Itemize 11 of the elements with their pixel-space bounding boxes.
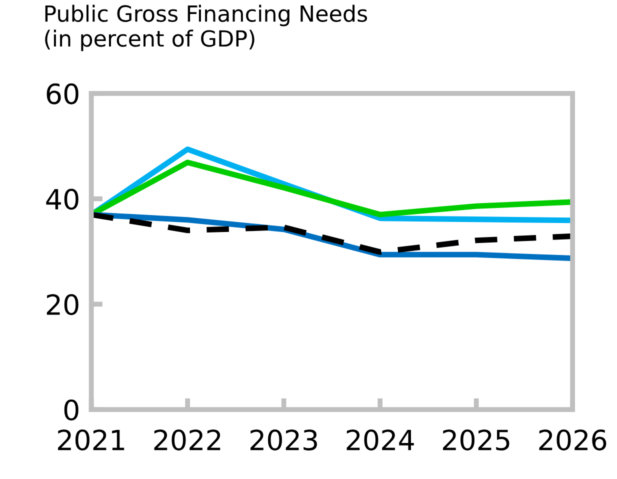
x-tick-label: 2025 xyxy=(443,429,510,450)
x-tick-label: 2022 xyxy=(154,429,220,450)
y-tick-label: 60 xyxy=(46,83,78,104)
y-tick-label: 20 xyxy=(46,294,78,316)
x-tick-label: 2024 xyxy=(346,429,414,450)
y-tick-label: 40 xyxy=(46,188,78,210)
y-tick-label: 0 xyxy=(64,399,78,420)
x-tick-label: 2023 xyxy=(250,429,317,450)
x-tick-label: 2026 xyxy=(539,429,606,450)
chart-title: Public Gross Financing Needs (in percent of GDP) xyxy=(45,4,368,52)
x-tick-label: 2021 xyxy=(58,429,124,450)
